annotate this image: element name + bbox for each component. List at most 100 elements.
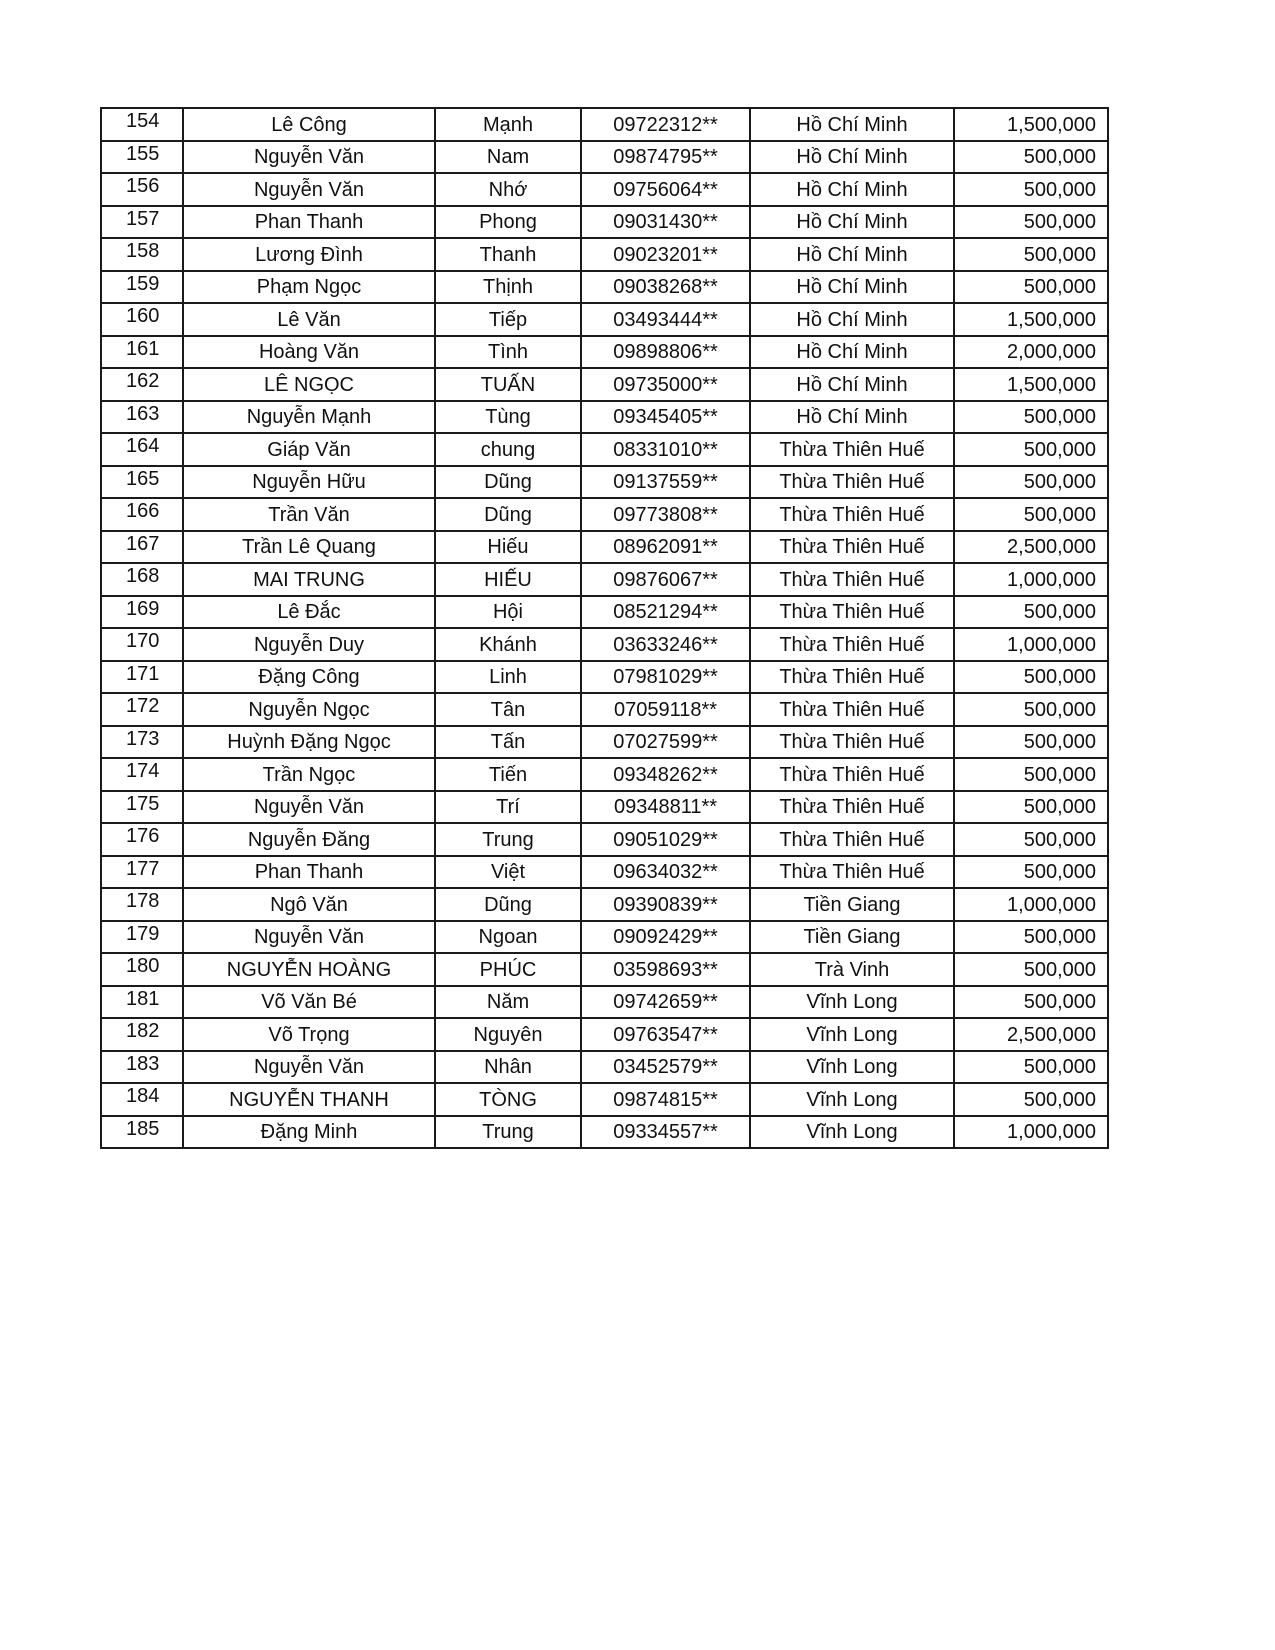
row-number-cell: 166 — [100, 497, 184, 532]
province-cell: Trà Vinh — [749, 952, 955, 987]
table-row: 167 Trần Lê Quang Hiếu 08962091** Thừa Thiên… — [100, 529, 1109, 564]
province-cell: Hồ Chí Minh — [749, 237, 955, 272]
given-name-cell: Tiến — [434, 757, 582, 792]
given-name-cell: Nguyên — [434, 1017, 582, 1052]
given-name-cell: Dũng — [434, 464, 582, 499]
row-number-cell: 172 — [100, 692, 184, 727]
phone-number-cell: 03493444** — [580, 302, 751, 337]
table-row: 159 Phạm Ngọc Thịnh 09038268** Hồ Chí Minh 50… — [100, 269, 1109, 304]
row-number-cell: 154 — [100, 107, 184, 142]
amount-cell: 1,500,000 — [953, 367, 1109, 402]
row-number-cell: 179 — [100, 919, 184, 954]
table-row: 157 Phan Thanh Phong 09031430** Hồ Chí Minh 5… — [100, 204, 1109, 239]
amount-cell: 2,500,000 — [953, 529, 1109, 564]
table-row: 179 Nguyễn Văn Ngoan 09092429** Tiền Giang 50… — [100, 919, 1109, 954]
given-name-cell: chung — [434, 432, 582, 467]
given-name-cell: Dũng — [434, 887, 582, 922]
table-row: 172 Nguyễn Ngọc Tân 07059118** Thừa Thiên Hu… — [100, 692, 1109, 727]
province-cell: Vĩnh Long — [749, 1082, 955, 1117]
amount-cell: 500,000 — [953, 399, 1109, 434]
surname-middle-name-cell: Võ Văn Bé — [182, 984, 436, 1019]
province-cell: Vĩnh Long — [749, 1017, 955, 1052]
table-row: 177 Phan Thanh Việt 09634032** Thừa Thiên Hu… — [100, 854, 1109, 889]
table-row: 176 Nguyễn Đăng Trung 09051029** Thừa Thiên … — [100, 822, 1109, 857]
row-number-cell: 156 — [100, 172, 184, 207]
phone-number-cell: 09051029** — [580, 822, 751, 857]
table-row: 171 Đặng Công Linh 07981029** Thừa Thiên Huế… — [100, 659, 1109, 694]
given-name-cell: Linh — [434, 659, 582, 694]
surname-middle-name-cell: Nguyễn Hữu — [182, 464, 436, 499]
surname-middle-name-cell: Nguyễn Văn — [182, 789, 436, 824]
row-number-cell: 165 — [100, 464, 184, 499]
amount-cell: 1,500,000 — [953, 302, 1109, 337]
phone-number-cell: 09092429** — [580, 919, 751, 954]
table-row: 175 Nguyễn Văn Trí 09348811** Thừa Thiên Huế… — [100, 789, 1109, 824]
amount-cell: 500,000 — [953, 822, 1109, 857]
phone-number-cell: 09756064** — [580, 172, 751, 207]
row-number-cell: 158 — [100, 237, 184, 272]
province-cell: Tiền Giang — [749, 887, 955, 922]
amount-cell: 500,000 — [953, 692, 1109, 727]
row-number-cell: 162 — [100, 367, 184, 402]
row-number-cell: 170 — [100, 627, 184, 662]
surname-middle-name-cell: Phan Thanh — [182, 204, 436, 239]
phone-number-cell: 09722312** — [580, 107, 751, 142]
amount-cell: 2,500,000 — [953, 1017, 1109, 1052]
province-cell: Hồ Chí Minh — [749, 367, 955, 402]
phone-number-cell: 03598693** — [580, 952, 751, 987]
phone-number-cell: 09634032** — [580, 854, 751, 889]
row-number-cell: 159 — [100, 269, 184, 304]
given-name-cell: PHÚC — [434, 952, 582, 987]
surname-middle-name-cell: Lương Đình — [182, 237, 436, 272]
province-cell: Vĩnh Long — [749, 1049, 955, 1084]
given-name-cell: Nhân — [434, 1049, 582, 1084]
given-name-cell: Trí — [434, 789, 582, 824]
amount-cell: 500,000 — [953, 1082, 1109, 1117]
given-name-cell: TUẤN — [434, 367, 582, 402]
given-name-cell: Hiếu — [434, 529, 582, 564]
table-row: 156 Nguyễn Văn Nhớ 09756064** Hồ Chí Minh 500… — [100, 172, 1109, 207]
province-cell: Hồ Chí Minh — [749, 139, 955, 174]
amount-cell: 500,000 — [953, 919, 1109, 954]
table-row: 183 Nguyễn Văn Nhân 03452579** Vĩnh Long 500,… — [100, 1049, 1109, 1084]
row-number-cell: 175 — [100, 789, 184, 824]
province-cell: Hồ Chí Minh — [749, 204, 955, 239]
amount-cell: 500,000 — [953, 497, 1109, 532]
amount-cell: 1,000,000 — [953, 1114, 1109, 1149]
recipient-table: 154 Lê Công Mạnh 09722312** Hồ Chí Minh 1,500… — [100, 107, 1109, 1149]
given-name-cell: Tiếp — [434, 302, 582, 337]
given-name-cell: Khánh — [434, 627, 582, 662]
amount-cell: 500,000 — [953, 789, 1109, 824]
given-name-cell: Dũng — [434, 497, 582, 532]
province-cell: Thừa Thiên Huế — [749, 789, 955, 824]
table-row: 165 Nguyễn Hữu Dũng 09137559** Thừa Thiên Hu… — [100, 464, 1109, 499]
phone-number-cell: 07981029** — [580, 659, 751, 694]
surname-middle-name-cell: NGUYỄN THANH — [182, 1082, 436, 1117]
table-row: 160 Lê Văn Tiếp 03493444** Hồ Chí Minh 1,500,… — [100, 302, 1109, 337]
table-row: 161 Hoàng Văn Tình 09898806** Hồ Chí Minh 2,0… — [100, 334, 1109, 369]
surname-middle-name-cell: Huỳnh Đặng Ngọc — [182, 724, 436, 759]
surname-middle-name-cell: Trần Lê Quang — [182, 529, 436, 564]
surname-middle-name-cell: Nguyễn Đăng — [182, 822, 436, 857]
surname-middle-name-cell: Ngô Văn — [182, 887, 436, 922]
amount-cell: 500,000 — [953, 269, 1109, 304]
given-name-cell: Năm — [434, 984, 582, 1019]
surname-middle-name-cell: Phan Thanh — [182, 854, 436, 889]
amount-cell: 1,000,000 — [953, 562, 1109, 597]
amount-cell: 500,000 — [953, 984, 1109, 1019]
province-cell: Vĩnh Long — [749, 984, 955, 1019]
amount-cell: 500,000 — [953, 854, 1109, 889]
phone-number-cell: 03633246** — [580, 627, 751, 662]
phone-number-cell: 08331010** — [580, 432, 751, 467]
surname-middle-name-cell: Hoàng Văn — [182, 334, 436, 369]
province-cell: Hồ Chí Minh — [749, 107, 955, 142]
amount-cell: 500,000 — [953, 952, 1109, 987]
table-row: 174 Trần Ngọc Tiến 09348262** Thừa Thiên Huế… — [100, 757, 1109, 792]
amount-cell: 500,000 — [953, 237, 1109, 272]
given-name-cell: Thanh — [434, 237, 582, 272]
amount-cell: 500,000 — [953, 172, 1109, 207]
row-number-cell: 160 — [100, 302, 184, 337]
phone-number-cell: 07027599** — [580, 724, 751, 759]
amount-cell: 2,000,000 — [953, 334, 1109, 369]
province-cell: Hồ Chí Minh — [749, 399, 955, 434]
